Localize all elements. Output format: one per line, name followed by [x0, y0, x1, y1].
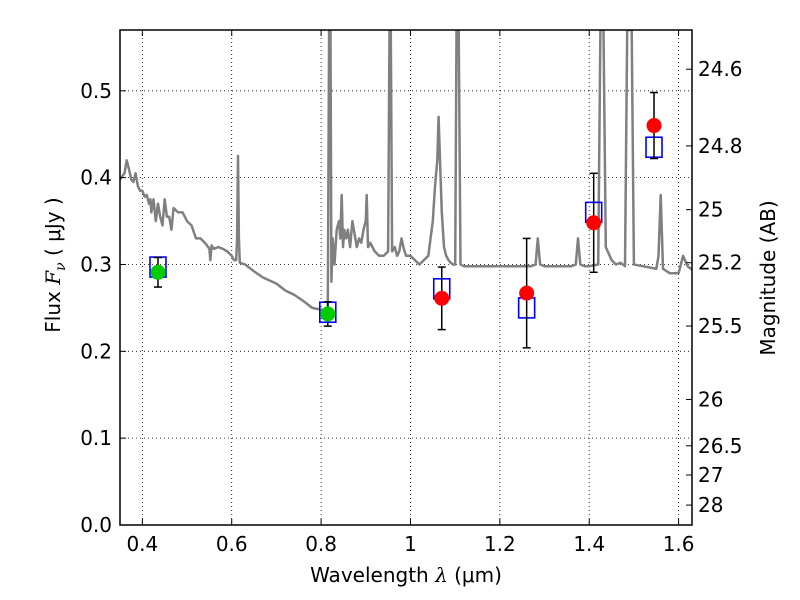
grid-lines — [120, 30, 692, 526]
y2-tick-label: 25.2 — [698, 251, 743, 275]
x-tick-label: 0.8 — [305, 532, 337, 556]
y2-tick-label: 26 — [698, 387, 723, 411]
x-tick-label: 1.6 — [663, 532, 695, 556]
observed-red-point — [519, 285, 535, 301]
y2-tick-label: 28 — [698, 493, 723, 517]
x-axis-label-prefix: Wavelength — [310, 563, 435, 587]
y-tick-label: 0.4 — [80, 166, 112, 190]
x-tick-label: 0.6 — [216, 532, 248, 556]
y2-tick-label: 26.5 — [698, 434, 743, 458]
observed-red-point — [646, 118, 662, 134]
y-axis-label-prefix: Flux — [41, 285, 65, 333]
y-axis-label-suffix: ( μJy ) — [41, 197, 65, 262]
y-tick-label: 0.0 — [80, 513, 112, 537]
x-tick-label: 0.4 — [126, 532, 158, 556]
x-axis-label: Wavelength λ (μm) — [310, 563, 502, 587]
y-axis-label-subscript: ν — [53, 262, 69, 271]
observed-red-point — [434, 290, 450, 306]
y2-tick-label: 24.6 — [698, 57, 743, 81]
y-tick-label: 0.2 — [80, 339, 112, 363]
plot-frame — [119, 29, 693, 526]
y2-tick-label: 25.5 — [698, 314, 743, 338]
y2-tick-label: 27 — [698, 463, 723, 487]
observed-green-point — [320, 306, 336, 322]
x-tick-label: 1.4 — [573, 532, 605, 556]
x-tick-label: 1 — [404, 532, 417, 556]
x-axis-label-symbol: λ — [434, 563, 448, 587]
y2-tick-label: 25 — [698, 198, 723, 222]
y-tick-label: 0.5 — [80, 79, 112, 103]
x-axis-ticks: 0.4 0.6 0.8 1 1.2 1.4 1.6 — [126, 30, 695, 556]
data-points-layer — [149, 91, 663, 349]
x-axis-label-suffix: (μm) — [448, 563, 502, 587]
x-tick-label: 1.2 — [484, 532, 516, 556]
y-axis-label-symbol: F — [41, 270, 65, 286]
y2-axis-ticks: 24.6 24.8 25 25.2 25.5 26 26.5 27 28 — [686, 57, 743, 517]
y-tick-label: 0.3 — [80, 252, 112, 276]
model-spectrum-line — [120, 30, 692, 313]
y2-tick-label: 24.8 — [698, 134, 743, 158]
spectrum-layer — [120, 30, 692, 313]
y-axis-ticks: 0.0 0.1 0.2 0.3 0.4 0.5 — [80, 79, 126, 537]
y-tick-label: 0.1 — [80, 426, 112, 450]
y-axis-label: Flux Fν ( μJy ) — [41, 197, 69, 332]
y2-axis-label: Magnitude (AB) — [756, 200, 780, 355]
observed-green-point — [150, 264, 166, 280]
observed-red-point — [586, 215, 602, 231]
